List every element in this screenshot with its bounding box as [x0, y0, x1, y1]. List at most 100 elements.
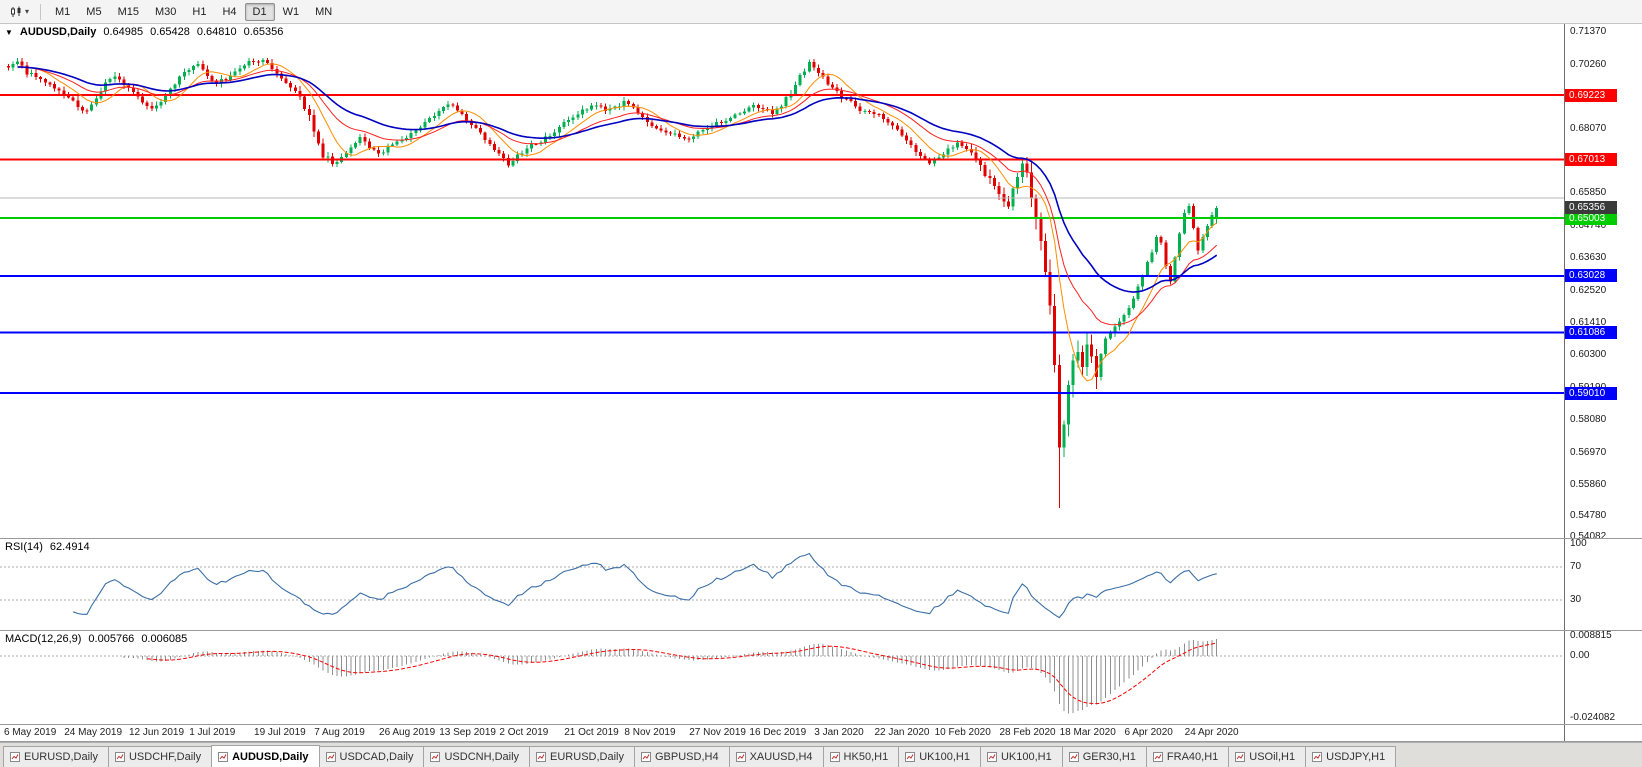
rsi-pane: RSI(14) 62.4914 100 70 30 — [0, 539, 1642, 631]
time-axis-labels: 6 May 2019 24 May 2019 12 Jun 2019 1 Jul 20… — [0, 725, 1565, 741]
chart-tab-audusd-daily[interactable]: AUDUSD,Daily — [211, 745, 320, 767]
timeframe-mn-button[interactable]: MN — [315, 5, 333, 18]
price-axis-tick: 0.65850 — [1570, 187, 1607, 198]
chart-tab-fra40-h1[interactable]: FRA40,H1 — [1145, 746, 1230, 767]
chart-tab-usdjpy-h1[interactable]: USDJPY,H1 — [1305, 746, 1397, 767]
chevron-down-icon: ▾ — [25, 6, 30, 16]
price-axis-tick: 0.61410 — [1570, 317, 1607, 328]
price-chart-plot[interactable]: ▼ AUDUSD,Daily 0.64985 0.65428 0.64810 0… — [0, 24, 1565, 538]
price-line-label: 0.61086 — [1565, 326, 1617, 339]
timeframe-m1-button[interactable]: M1 — [55, 5, 71, 18]
timeframe-w1-button[interactable]: W1 — [282, 5, 300, 18]
chart-tab-xauusd-h4[interactable]: XAUUSD,H4 — [728, 746, 824, 767]
tab-label: FRA40,H1 — [1166, 751, 1219, 763]
chart-icon — [641, 752, 651, 762]
rsi-axis-tick: 100 — [1570, 539, 1587, 549]
ohlc-open: 0.64985 — [103, 26, 144, 38]
price-axis-tick: 0.62520 — [1570, 285, 1607, 296]
rsi-axis[interactable]: 100 70 30 — [1565, 539, 1642, 630]
macd-main-value: 0.005766 — [88, 633, 135, 645]
chart-title: ▼ AUDUSD,Daily 0.64985 0.65428 0.64810 0… — [5, 26, 283, 38]
rsi-axis-tick: 70 — [1570, 561, 1582, 572]
time-axis-label: 27 Nov 2019 — [689, 727, 746, 738]
macd-axis-tick: 0.008815 — [1570, 631, 1612, 641]
price-line-label: 0.67013 — [1565, 153, 1617, 166]
timeframe-m30-button[interactable]: M30 — [154, 5, 177, 18]
macd-svg[interactable] — [0, 631, 1564, 724]
chart-tab-gbpusd-h4[interactable]: GBPUSD,H4 — [634, 746, 730, 767]
price-line-label: 0.59010 — [1565, 387, 1617, 400]
main-chart-pane: ▼ AUDUSD,Daily 0.64985 0.65428 0.64810 0… — [0, 24, 1642, 539]
chart-icon — [430, 752, 441, 762]
timeframe-d1-button[interactable]: D1 — [244, 2, 275, 21]
chart-tab-uk100-h1[interactable]: UK100,H1 — [979, 746, 1063, 767]
chart-icon — [1235, 752, 1246, 762]
macd-axis[interactable]: 0.008815 0.00 -0.024082 — [1565, 631, 1642, 724]
chart-icon — [10, 752, 20, 762]
price-axis-tick: 0.54082 — [1570, 531, 1607, 539]
price-axis-tick: 0.60300 — [1570, 349, 1607, 360]
price-line-label: 0.65003 — [1565, 212, 1617, 225]
chart-tab-ger30-h1[interactable]: GER30,H1 — [1061, 746, 1147, 767]
chart-tab-eurusd-daily[interactable]: EURUSD,Daily — [529, 746, 635, 767]
tab-label: HK50,H1 — [843, 751, 889, 763]
timeframe-m15-button[interactable]: M15 — [117, 5, 139, 18]
current-price-badge: 0.65356 — [1565, 201, 1617, 214]
tab-label: USOil,H1 — [1249, 751, 1296, 763]
time-axis-stub — [1565, 725, 1642, 741]
time-axis-label: 12 Jun 2019 — [129, 727, 185, 738]
time-axis-label: 22 Jan 2020 — [874, 727, 930, 738]
tab-label: USDCHF,Daily — [128, 751, 202, 763]
tab-label: USDCAD,Daily — [339, 751, 414, 763]
chart-tab-usdcad-daily[interactable]: USDCAD,Daily — [318, 746, 425, 767]
price-axis-tick: 0.56970 — [1570, 447, 1607, 458]
time-axis-label: 6 Apr 2020 — [1124, 727, 1173, 738]
time-axis-label: 2 Oct 2019 — [499, 727, 549, 738]
time-axis-label: 1 Jul 2019 — [189, 727, 236, 738]
price-axis-tick: 0.55860 — [1570, 479, 1607, 490]
rsi-svg[interactable] — [0, 539, 1564, 630]
ohlc-close: 0.65356 — [243, 26, 284, 38]
chart-tab-hk50-h1[interactable]: HK50,H1 — [822, 746, 900, 767]
timeframe-m5-button[interactable]: M5 — [86, 5, 102, 18]
macd-plot[interactable]: MACD(12,26,9) 0.005766 0.006085 — [0, 631, 1565, 724]
timeframe-h1-button[interactable]: H1 — [192, 5, 207, 18]
ohlc-low: 0.64810 — [196, 26, 237, 38]
rsi-plot[interactable]: RSI(14) 62.4914 — [0, 539, 1565, 630]
time-axis-label: 13 Sep 2019 — [439, 727, 496, 738]
rsi-value: 62.4914 — [49, 541, 90, 553]
price-axis-tick: 0.70260 — [1570, 59, 1607, 70]
chart-icon — [536, 752, 547, 762]
price-line-label: 0.63028 — [1565, 269, 1617, 282]
chart-tab-uk100-h1[interactable]: UK100,H1 — [898, 746, 981, 767]
tab-label: UK100,H1 — [1000, 751, 1052, 763]
time-axis-label: 18 Mar 2020 — [1059, 727, 1116, 738]
tab-label: EURUSD,Daily — [24, 751, 98, 763]
tab-label: UK100,H1 — [919, 751, 970, 763]
tab-label: AUDUSD,Daily — [232, 750, 309, 763]
rsi-axis-tick: 30 — [1570, 594, 1582, 605]
chart-icon — [218, 751, 229, 762]
collapse-icon[interactable]: ▼ — [5, 27, 13, 37]
macd-axis-tick: -0.024082 — [1570, 712, 1616, 723]
price-axis[interactable]: 0.713700.702600.691500.680700.669600.658… — [1565, 24, 1642, 538]
tab-label: USDCNH,Daily — [444, 751, 520, 763]
time-axis-label: 10 Feb 2020 — [934, 727, 991, 738]
tab-label: GER30,H1 — [1082, 751, 1136, 763]
tab-label: GBPUSD,H4 — [655, 751, 719, 763]
timeframe-h4-button[interactable]: H4 — [222, 5, 237, 18]
chart-type-button[interactable]: ▾ — [4, 3, 34, 21]
price-axis-tick: 0.54780 — [1570, 510, 1607, 521]
chart-region: ▼ AUDUSD,Daily 0.64985 0.65428 0.64810 0… — [0, 24, 1642, 742]
price-chart-svg[interactable] — [0, 24, 1564, 538]
chart-tab-usdcnh-daily[interactable]: USDCNH,Daily — [423, 746, 531, 767]
chart-tabs: EURUSD,Daily USDCHF,Daily AUDUSD,Daily USDC… — [0, 742, 1642, 767]
chart-tab-usdchf-daily[interactable]: USDCHF,Daily — [107, 746, 213, 767]
rsi-title: RSI(14) 62.4914 — [5, 541, 90, 553]
chart-tab-eurusd-daily[interactable]: EURUSD,Daily — [3, 746, 109, 767]
tab-label: EURUSD,Daily — [550, 751, 624, 763]
time-axis[interactable]: 6 May 2019 24 May 2019 12 Jun 2019 1 Jul 20… — [0, 725, 1642, 742]
chart-tab-usoil-h1[interactable]: USOil,H1 — [1228, 746, 1307, 767]
time-axis-label: 28 Feb 2020 — [999, 727, 1056, 738]
price-line-label: 0.69223 — [1565, 89, 1617, 102]
